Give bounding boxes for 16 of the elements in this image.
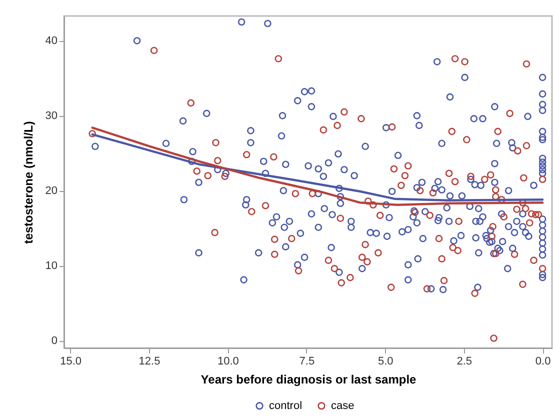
x-tick-label: 15.0 bbox=[60, 356, 82, 368]
x-tick-label: 10.0 bbox=[218, 356, 239, 368]
x-tick-label: 7.5 bbox=[299, 356, 315, 368]
y-axis-title: testosterone (nmol/L) bbox=[21, 121, 36, 244]
y-tick-label: 40 bbox=[45, 35, 58, 48]
x-tick-label: 12.5 bbox=[138, 356, 160, 368]
y-tick-label: 30 bbox=[45, 110, 58, 122]
legend-label: case bbox=[331, 400, 354, 412]
x-tick-label: 5.0 bbox=[378, 356, 394, 368]
y-tick-label: 0 bbox=[51, 335, 58, 348]
x-tick-label: 2.5 bbox=[456, 356, 472, 368]
x-tick-label: 0.0 bbox=[535, 356, 551, 368]
y-tick-label: 20 bbox=[45, 185, 58, 198]
legend-label: control bbox=[269, 400, 302, 412]
x-axis-title: Years before diagnosis or last sample bbox=[200, 372, 417, 386]
y-tick-label: 10 bbox=[45, 260, 58, 272]
